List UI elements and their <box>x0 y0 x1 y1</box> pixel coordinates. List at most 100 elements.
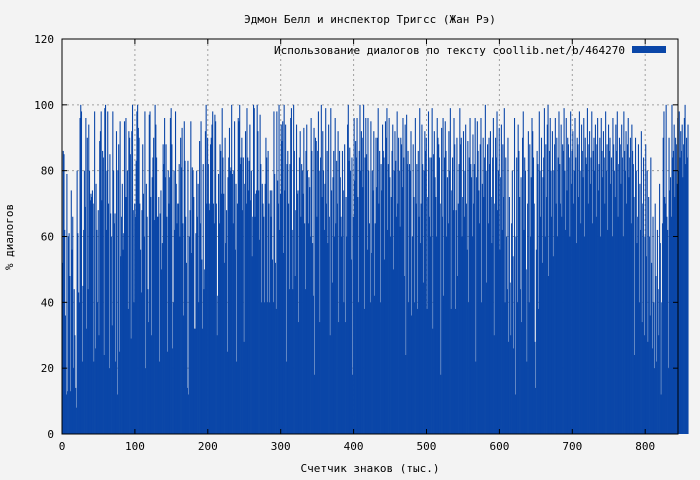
bar <box>113 170 115 435</box>
bar <box>515 236 517 434</box>
bar <box>556 236 559 434</box>
bar <box>662 137 664 434</box>
bar <box>575 157 577 434</box>
bar <box>573 170 575 435</box>
bar <box>571 150 573 435</box>
bar <box>576 137 578 434</box>
bar <box>190 121 192 434</box>
y-tick-label: 20 <box>41 362 54 375</box>
bar <box>396 111 398 435</box>
bar <box>271 259 274 434</box>
bar <box>153 137 155 434</box>
bar <box>371 170 373 435</box>
x-tick-label: 800 <box>635 440 655 453</box>
bar <box>349 170 352 435</box>
bar <box>483 197 485 434</box>
bar <box>270 216 272 434</box>
bar <box>668 137 670 434</box>
bar <box>502 144 504 434</box>
bar <box>460 137 462 434</box>
bar <box>672 150 674 435</box>
bar <box>363 308 365 434</box>
bar <box>86 328 88 434</box>
bar <box>416 164 418 434</box>
bar <box>629 157 631 434</box>
bar <box>478 190 480 434</box>
bar <box>365 118 367 434</box>
bar <box>228 157 230 434</box>
bar <box>344 322 346 434</box>
bar <box>547 104 549 434</box>
bar <box>384 259 386 434</box>
bar <box>648 197 650 434</box>
bar <box>569 236 571 434</box>
bar <box>364 157 366 434</box>
bar <box>150 335 153 434</box>
bar <box>172 302 174 434</box>
bar <box>623 111 625 435</box>
bar <box>393 170 395 435</box>
bar <box>635 170 637 435</box>
bar <box>241 137 243 434</box>
bar <box>92 203 94 434</box>
bar <box>142 144 144 434</box>
bar <box>186 387 188 434</box>
bar <box>203 289 205 434</box>
bar <box>383 157 385 434</box>
bar <box>217 295 219 434</box>
bar <box>503 108 505 435</box>
bar <box>591 223 594 434</box>
bar <box>317 111 319 435</box>
bar <box>292 289 294 434</box>
bar <box>335 223 337 434</box>
bar <box>474 118 476 434</box>
bar <box>136 111 138 435</box>
bar <box>419 243 422 434</box>
bar <box>428 216 430 434</box>
bar <box>355 157 357 434</box>
bar <box>614 197 616 434</box>
bar <box>647 341 649 434</box>
bar <box>586 108 588 435</box>
bar <box>451 190 453 434</box>
bar <box>67 236 69 434</box>
bar <box>548 276 550 434</box>
bar <box>535 387 537 434</box>
bar <box>425 137 427 434</box>
bar <box>109 154 111 434</box>
bar <box>78 302 80 434</box>
bar <box>173 170 175 435</box>
bar <box>574 118 576 434</box>
bar <box>312 295 314 434</box>
bar <box>227 177 229 434</box>
bar <box>102 150 104 435</box>
legend: Использование диалогов по тексту coollib… <box>274 44 666 57</box>
bar <box>78 292 80 434</box>
bar <box>622 236 624 434</box>
bar <box>645 144 647 434</box>
bar <box>460 144 462 434</box>
bar <box>636 243 638 434</box>
bar <box>219 144 221 434</box>
bar <box>588 144 590 434</box>
bar <box>465 124 467 434</box>
bar <box>116 394 118 434</box>
bar <box>436 118 438 434</box>
bar <box>505 236 508 434</box>
bar <box>99 141 101 435</box>
bar <box>338 322 340 434</box>
bar <box>145 368 147 434</box>
bar <box>448 131 450 435</box>
bar <box>229 170 231 435</box>
bar <box>368 223 370 434</box>
bar <box>431 108 433 435</box>
bar <box>580 223 582 434</box>
bar <box>127 308 129 434</box>
bar <box>279 229 281 434</box>
bar <box>309 187 311 435</box>
bar <box>278 104 280 434</box>
bar <box>143 236 145 434</box>
bar <box>234 121 236 434</box>
bar <box>71 249 73 434</box>
bar <box>355 141 357 435</box>
